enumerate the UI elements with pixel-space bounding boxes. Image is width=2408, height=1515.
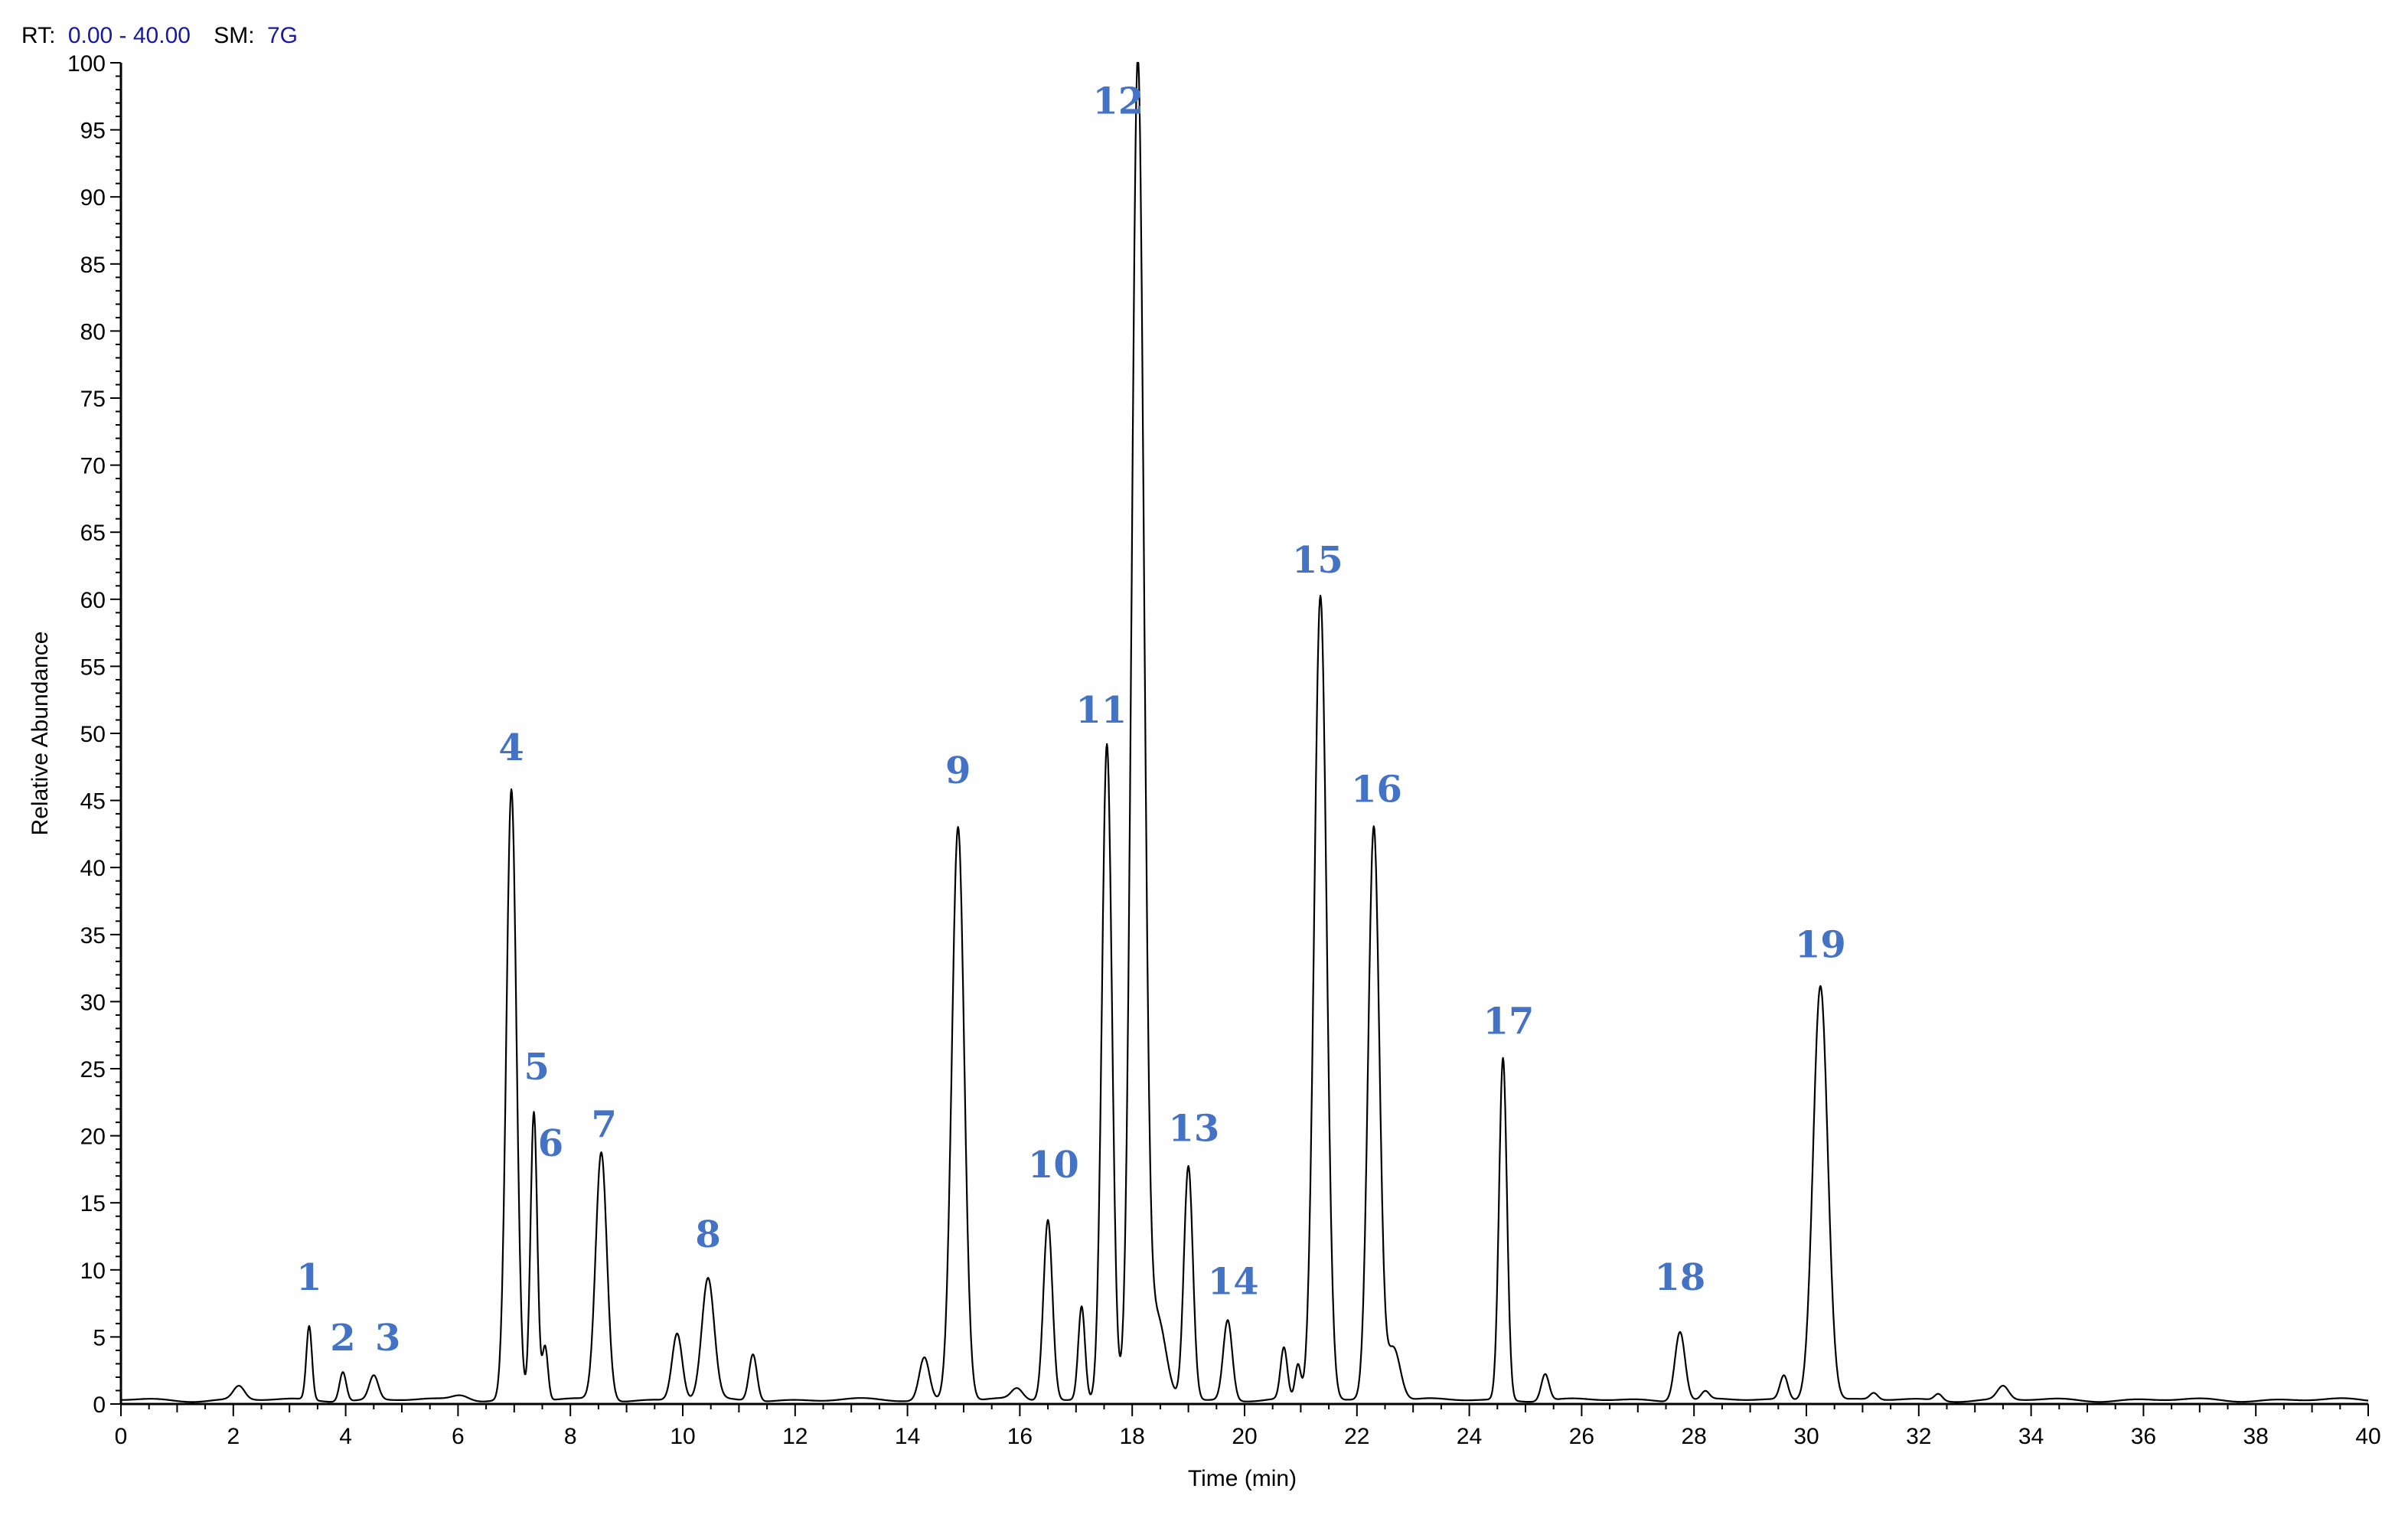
x-tick-label: 24 xyxy=(1457,1424,1482,1449)
y-tick-label: 30 xyxy=(80,990,106,1015)
sm-label: SM: xyxy=(214,23,254,48)
peak-label-9: 9 xyxy=(945,749,971,792)
peak-label-14: 14 xyxy=(1208,1260,1259,1303)
y-tick-label: 10 xyxy=(80,1259,106,1284)
x-tick-label: 16 xyxy=(1007,1424,1033,1449)
y-tick-label: 100 xyxy=(67,51,106,77)
y-axis-ticks: 0 5 10 15 20 25 30 35 40 45 50 55 60 65 70 75 80 85 90 95 10… xyxy=(67,51,121,1418)
x-tick-label: 4 xyxy=(339,1424,352,1449)
x-tick-label: 8 xyxy=(564,1424,577,1449)
y-tick-label: 40 xyxy=(80,856,106,881)
x-tick-label: 34 xyxy=(2018,1424,2044,1449)
x-tick-label: 18 xyxy=(1120,1424,1145,1449)
y-tick-label: 70 xyxy=(80,454,106,479)
y-tick-label: 75 xyxy=(80,387,106,412)
x-tick-label: 10 xyxy=(670,1424,695,1449)
x-tick-label: 30 xyxy=(1793,1424,1819,1449)
x-tick-label: 14 xyxy=(895,1424,920,1449)
axes xyxy=(119,63,2368,1406)
y-tick-label: 60 xyxy=(80,588,106,613)
peak-label-10: 10 xyxy=(1028,1144,1079,1187)
y-tick-label: 5 xyxy=(93,1325,106,1350)
y-tick-label: 35 xyxy=(80,923,106,949)
peak-label-1: 1 xyxy=(296,1256,321,1299)
x-tick-label: 26 xyxy=(1569,1424,1594,1449)
run-info-header: RT: 0.00 - 40.00 SM: 7G xyxy=(21,23,298,48)
x-tick-label: 2 xyxy=(227,1424,240,1449)
x-tick-label: 22 xyxy=(1344,1424,1369,1449)
y-tick-label: 15 xyxy=(80,1191,106,1216)
chromatogram-trace xyxy=(120,61,2369,1403)
y-tick-label: 90 xyxy=(80,185,106,211)
y-tick-label: 85 xyxy=(80,253,106,278)
rt-range: 0.00 - 40.00 xyxy=(68,23,191,48)
peak-label-4: 4 xyxy=(498,726,524,769)
peak-label-2: 2 xyxy=(330,1317,355,1360)
peak-label-7: 7 xyxy=(592,1103,617,1146)
peak-label-12: 12 xyxy=(1092,80,1144,123)
peak-label-5: 5 xyxy=(524,1046,549,1089)
x-tick-label: 20 xyxy=(1232,1424,1257,1449)
x-tick-label: 32 xyxy=(1906,1424,1931,1449)
x-tick-label: 28 xyxy=(1682,1424,1707,1449)
peak-label-15: 15 xyxy=(1292,539,1343,582)
x-tick-label: 12 xyxy=(782,1424,808,1449)
sm-value: 7G xyxy=(267,23,298,48)
y-tick-label: 80 xyxy=(80,319,106,344)
x-axis-title: Time (min) xyxy=(1188,1466,1297,1491)
y-tick-label: 20 xyxy=(80,1125,106,1150)
peak-label-13: 13 xyxy=(1169,1108,1220,1151)
peak-label-6: 6 xyxy=(538,1122,563,1165)
peak-label-3: 3 xyxy=(375,1317,400,1360)
x-tick-label: 0 xyxy=(115,1424,128,1449)
x-tick-label: 40 xyxy=(2355,1424,2380,1449)
x-tick-label: 6 xyxy=(452,1424,465,1449)
y-tick-label: 65 xyxy=(80,521,106,546)
y-tick-label: 25 xyxy=(80,1057,106,1082)
y-axis-title: Relative Abundance xyxy=(28,632,53,836)
peak-label-18: 18 xyxy=(1654,1256,1705,1299)
peak-label-11: 11 xyxy=(1075,689,1127,732)
peak-label-19: 19 xyxy=(1795,924,1846,967)
x-axis-ticks: 0 2 4 6 8 10 12 14 16 18 20 22 24 26 28 30 32 34 36 38 40 xyxy=(115,1404,2381,1449)
x-tick-label: 38 xyxy=(2243,1424,2269,1449)
peak-label-16: 16 xyxy=(1351,768,1402,811)
y-tick-label: 45 xyxy=(80,789,106,815)
y-tick-label: 0 xyxy=(93,1393,106,1418)
x-tick-label: 36 xyxy=(2131,1424,2156,1449)
y-tick-label: 95 xyxy=(80,119,106,144)
y-tick-label: 50 xyxy=(80,722,106,747)
y-tick-label: 55 xyxy=(80,655,106,680)
peak-label-17: 17 xyxy=(1483,1000,1535,1043)
rt-label: RT: xyxy=(21,23,55,48)
peak-label-8: 8 xyxy=(695,1213,720,1256)
